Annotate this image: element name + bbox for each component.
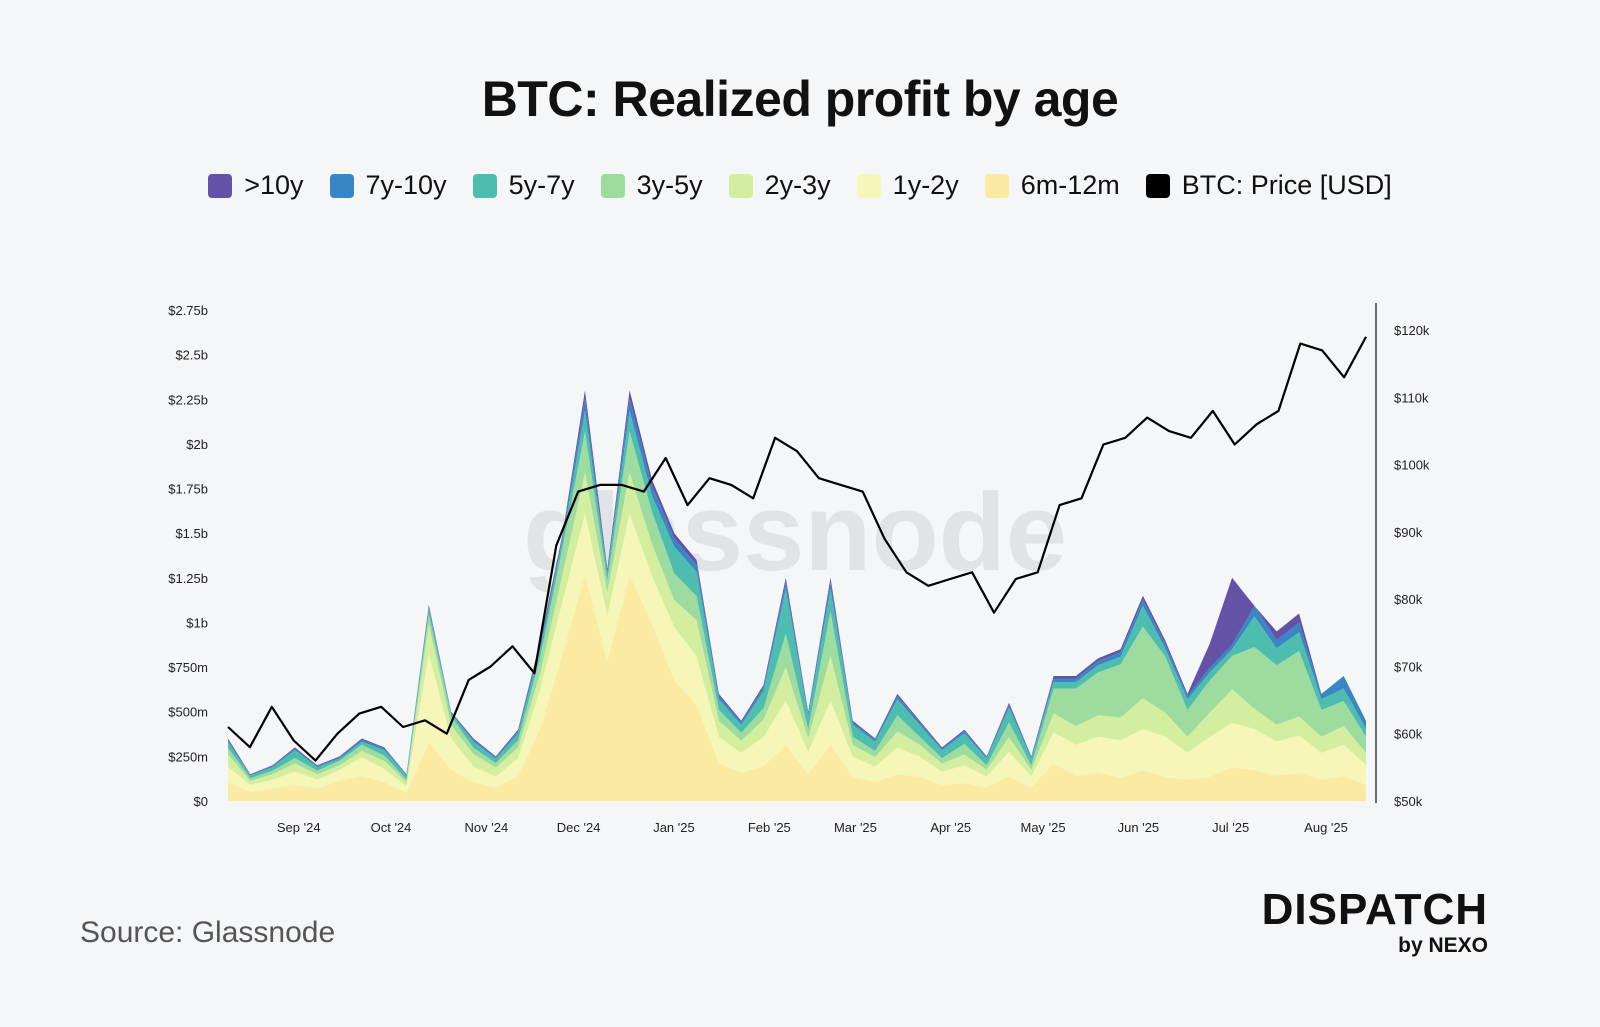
x-axis-tick-label: Mar '25 — [834, 820, 877, 835]
legend-item-btc-price[interactable]: BTC: Price [USD] — [1145, 170, 1392, 201]
legend-item-gt10y[interactable]: >10y — [208, 170, 304, 201]
legend-item-6m-12m[interactable]: 6m-12m — [984, 170, 1120, 201]
legend-swatch — [856, 173, 881, 198]
left-axis-tick-label: $1.75b — [168, 482, 208, 497]
x-axis-tick-label: Jun '25 — [1118, 820, 1160, 835]
legend-swatch — [1145, 173, 1170, 198]
left-axis-tick-label: $2.75b — [168, 303, 208, 318]
legend-item-5y-7y[interactable]: 5y-7y — [472, 170, 575, 201]
left-axis-tick-label: $250m — [168, 749, 208, 764]
legend-item-2y-3y[interactable]: 2y-3y — [728, 170, 831, 201]
x-axis-tick-label: Sep '24 — [277, 820, 321, 835]
area-series-3y-5y — [228, 431, 1366, 783]
btc-price-line — [227, 336, 1367, 762]
left-axis-tick-label: $2b — [186, 437, 208, 452]
legend-label: BTC: Price [USD] — [1181, 170, 1392, 200]
left-axis-tick-label: $1.25b — [168, 571, 208, 586]
legend-item-7y-10y[interactable]: 7y-10y — [329, 170, 447, 201]
legend: >10y 7y-10y 5y-7y 3y-5y 2y-3y 1y-2y 6m-1… — [0, 170, 1600, 201]
area-series-1y-2y — [228, 513, 1366, 793]
right-axis-tick-label: $60k — [1394, 727, 1423, 742]
legend-item-3y-5y[interactable]: 3y-5y — [600, 170, 703, 201]
brand-name: DISPATCH — [1261, 885, 1488, 934]
left-axis-tick-label: $2.5b — [175, 348, 208, 363]
right-axis-tick-label: $50k — [1394, 794, 1423, 809]
legend-swatch — [329, 173, 354, 198]
x-axis-tick-label: Feb '25 — [748, 820, 791, 835]
left-axis-tick-label: $1b — [186, 615, 208, 630]
legend-label: >10y — [244, 170, 304, 200]
x-axis-ticks: Sep '24 Oct '24 Nov '24 Dec '24 Jan '25 Feb '… — [277, 820, 1348, 835]
left-axis-tick-label: $750m — [168, 660, 208, 675]
x-axis-tick-label: Apr '25 — [930, 820, 971, 835]
legend-label: 3y-5y — [636, 170, 703, 200]
x-axis-tick-label: Nov '24 — [465, 820, 509, 835]
right-axis-ticks: $50k $60k $70k $80k $90k $100k $110k $120k — [1394, 323, 1430, 809]
left-axis-tick-label: $500m — [168, 705, 208, 720]
brand-logo: DISPATCH by NEXO — [1262, 888, 1488, 958]
right-axis-tick-label: $90k — [1394, 525, 1423, 540]
source-note: Source: Glassnode — [80, 916, 336, 949]
legend-swatch — [600, 173, 625, 198]
x-axis-tick-label: Jul '25 — [1212, 820, 1249, 835]
x-axis-tick-label: Aug '25 — [1304, 820, 1348, 835]
chart-title: BTC: Realized profit by age — [481, 71, 1119, 127]
legend-label: 5y-7y — [508, 170, 575, 200]
left-axis-tick-label: $1.5b — [175, 526, 208, 541]
area-series-2y-3y — [228, 472, 1366, 787]
legend-swatch — [984, 173, 1009, 198]
stacked-area-layers — [228, 390, 1366, 801]
legend-swatch — [208, 173, 233, 198]
area-series-6m-12m — [228, 575, 1366, 801]
x-axis-tick-label: Dec '24 — [557, 820, 601, 835]
legend-label: 6m-12m — [1020, 170, 1120, 200]
x-axis-tick-label: May '25 — [1020, 820, 1065, 835]
legend-label: 1y-2y — [892, 170, 959, 200]
right-axis-tick-label: $70k — [1394, 659, 1423, 674]
right-axis-tick-label: $80k — [1394, 592, 1423, 607]
right-axis-tick-label: $120k — [1394, 323, 1430, 338]
legend-label: 2y-3y — [764, 170, 831, 200]
legend-swatch — [728, 173, 753, 198]
legend-label: 7y-10y — [365, 170, 447, 200]
brand-tagline: by NEXO — [1398, 934, 1488, 957]
right-axis-tick-label: $100k — [1394, 458, 1430, 473]
right-axis-tick-label: $110k — [1394, 390, 1429, 405]
left-axis-tick-label: $0 — [194, 794, 208, 809]
left-axis-ticks: $0 $250m $500m $750m $1b $1.25b $1.5b $1.75b $2b… — [168, 303, 208, 809]
x-axis-tick-label: Oct '24 — [371, 820, 412, 835]
legend-swatch — [472, 173, 497, 198]
legend-item-1y-2y[interactable]: 1y-2y — [856, 170, 959, 201]
x-axis-tick-label: Jan '25 — [653, 820, 695, 835]
left-axis-tick-label: $2.25b — [168, 392, 208, 407]
